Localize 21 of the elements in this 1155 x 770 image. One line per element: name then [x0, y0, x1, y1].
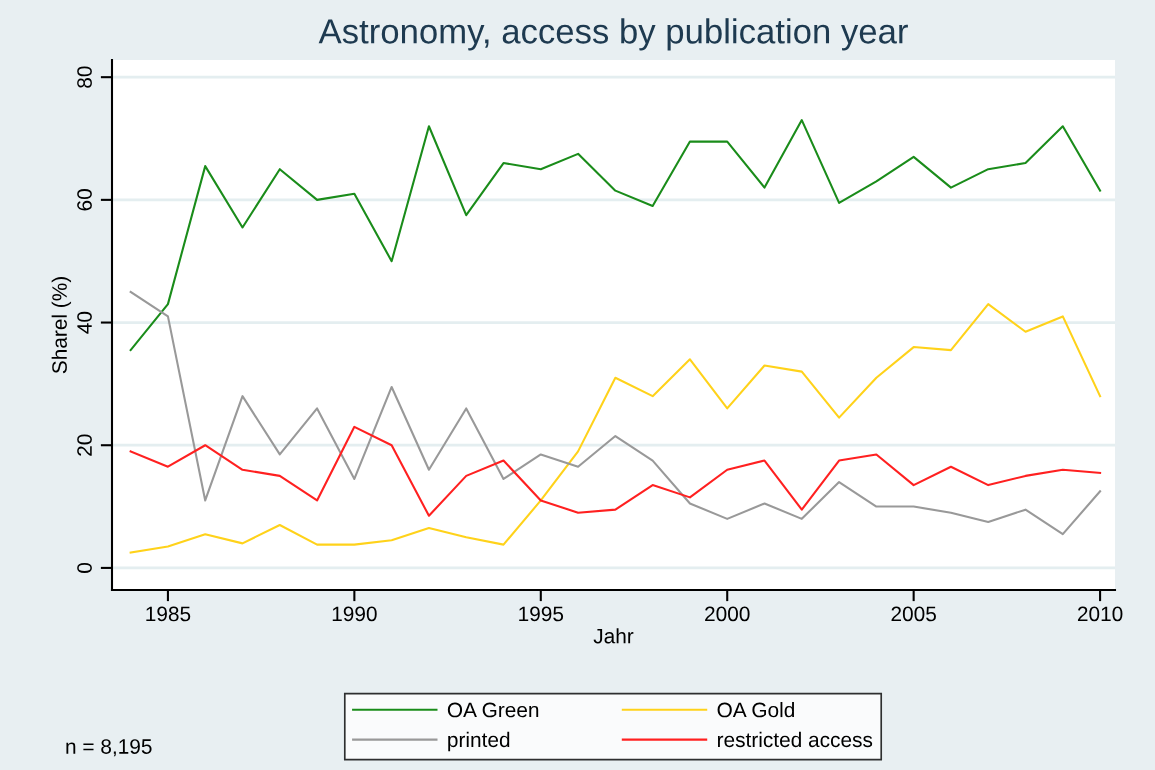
legend-label: restricted access [717, 731, 873, 748]
y-tick-label: 20 [77, 434, 92, 456]
text: n = 8,195 [66, 739, 152, 757]
chart-title: Astronomy, access by publication year [318, 18, 908, 51]
x-tick-label: 1985 [146, 606, 191, 622]
x-tick-label: 2005 [891, 606, 936, 622]
legend-label: OA Gold [717, 701, 794, 718]
x-tick-label: 1990 [332, 606, 377, 622]
x-tick-label: 2010 [1077, 606, 1123, 622]
y-tick-label: 40 [77, 311, 92, 334]
y-axis-title: Sharel (%) [51, 277, 72, 374]
x-tick-label: 2000 [705, 606, 750, 622]
y-tick-label: 0 [77, 562, 92, 573]
line-series [129, 425, 1102, 517]
y-tick-label: 80 [77, 66, 92, 88]
x-axis-title: Jahr [593, 628, 634, 644]
legend-label: OA Green [447, 702, 539, 718]
legend-label: printed [448, 731, 510, 752]
line-series [129, 119, 1102, 352]
y-tick-label: 60 [77, 189, 92, 211]
x-tick-label: 1995 [519, 606, 564, 622]
